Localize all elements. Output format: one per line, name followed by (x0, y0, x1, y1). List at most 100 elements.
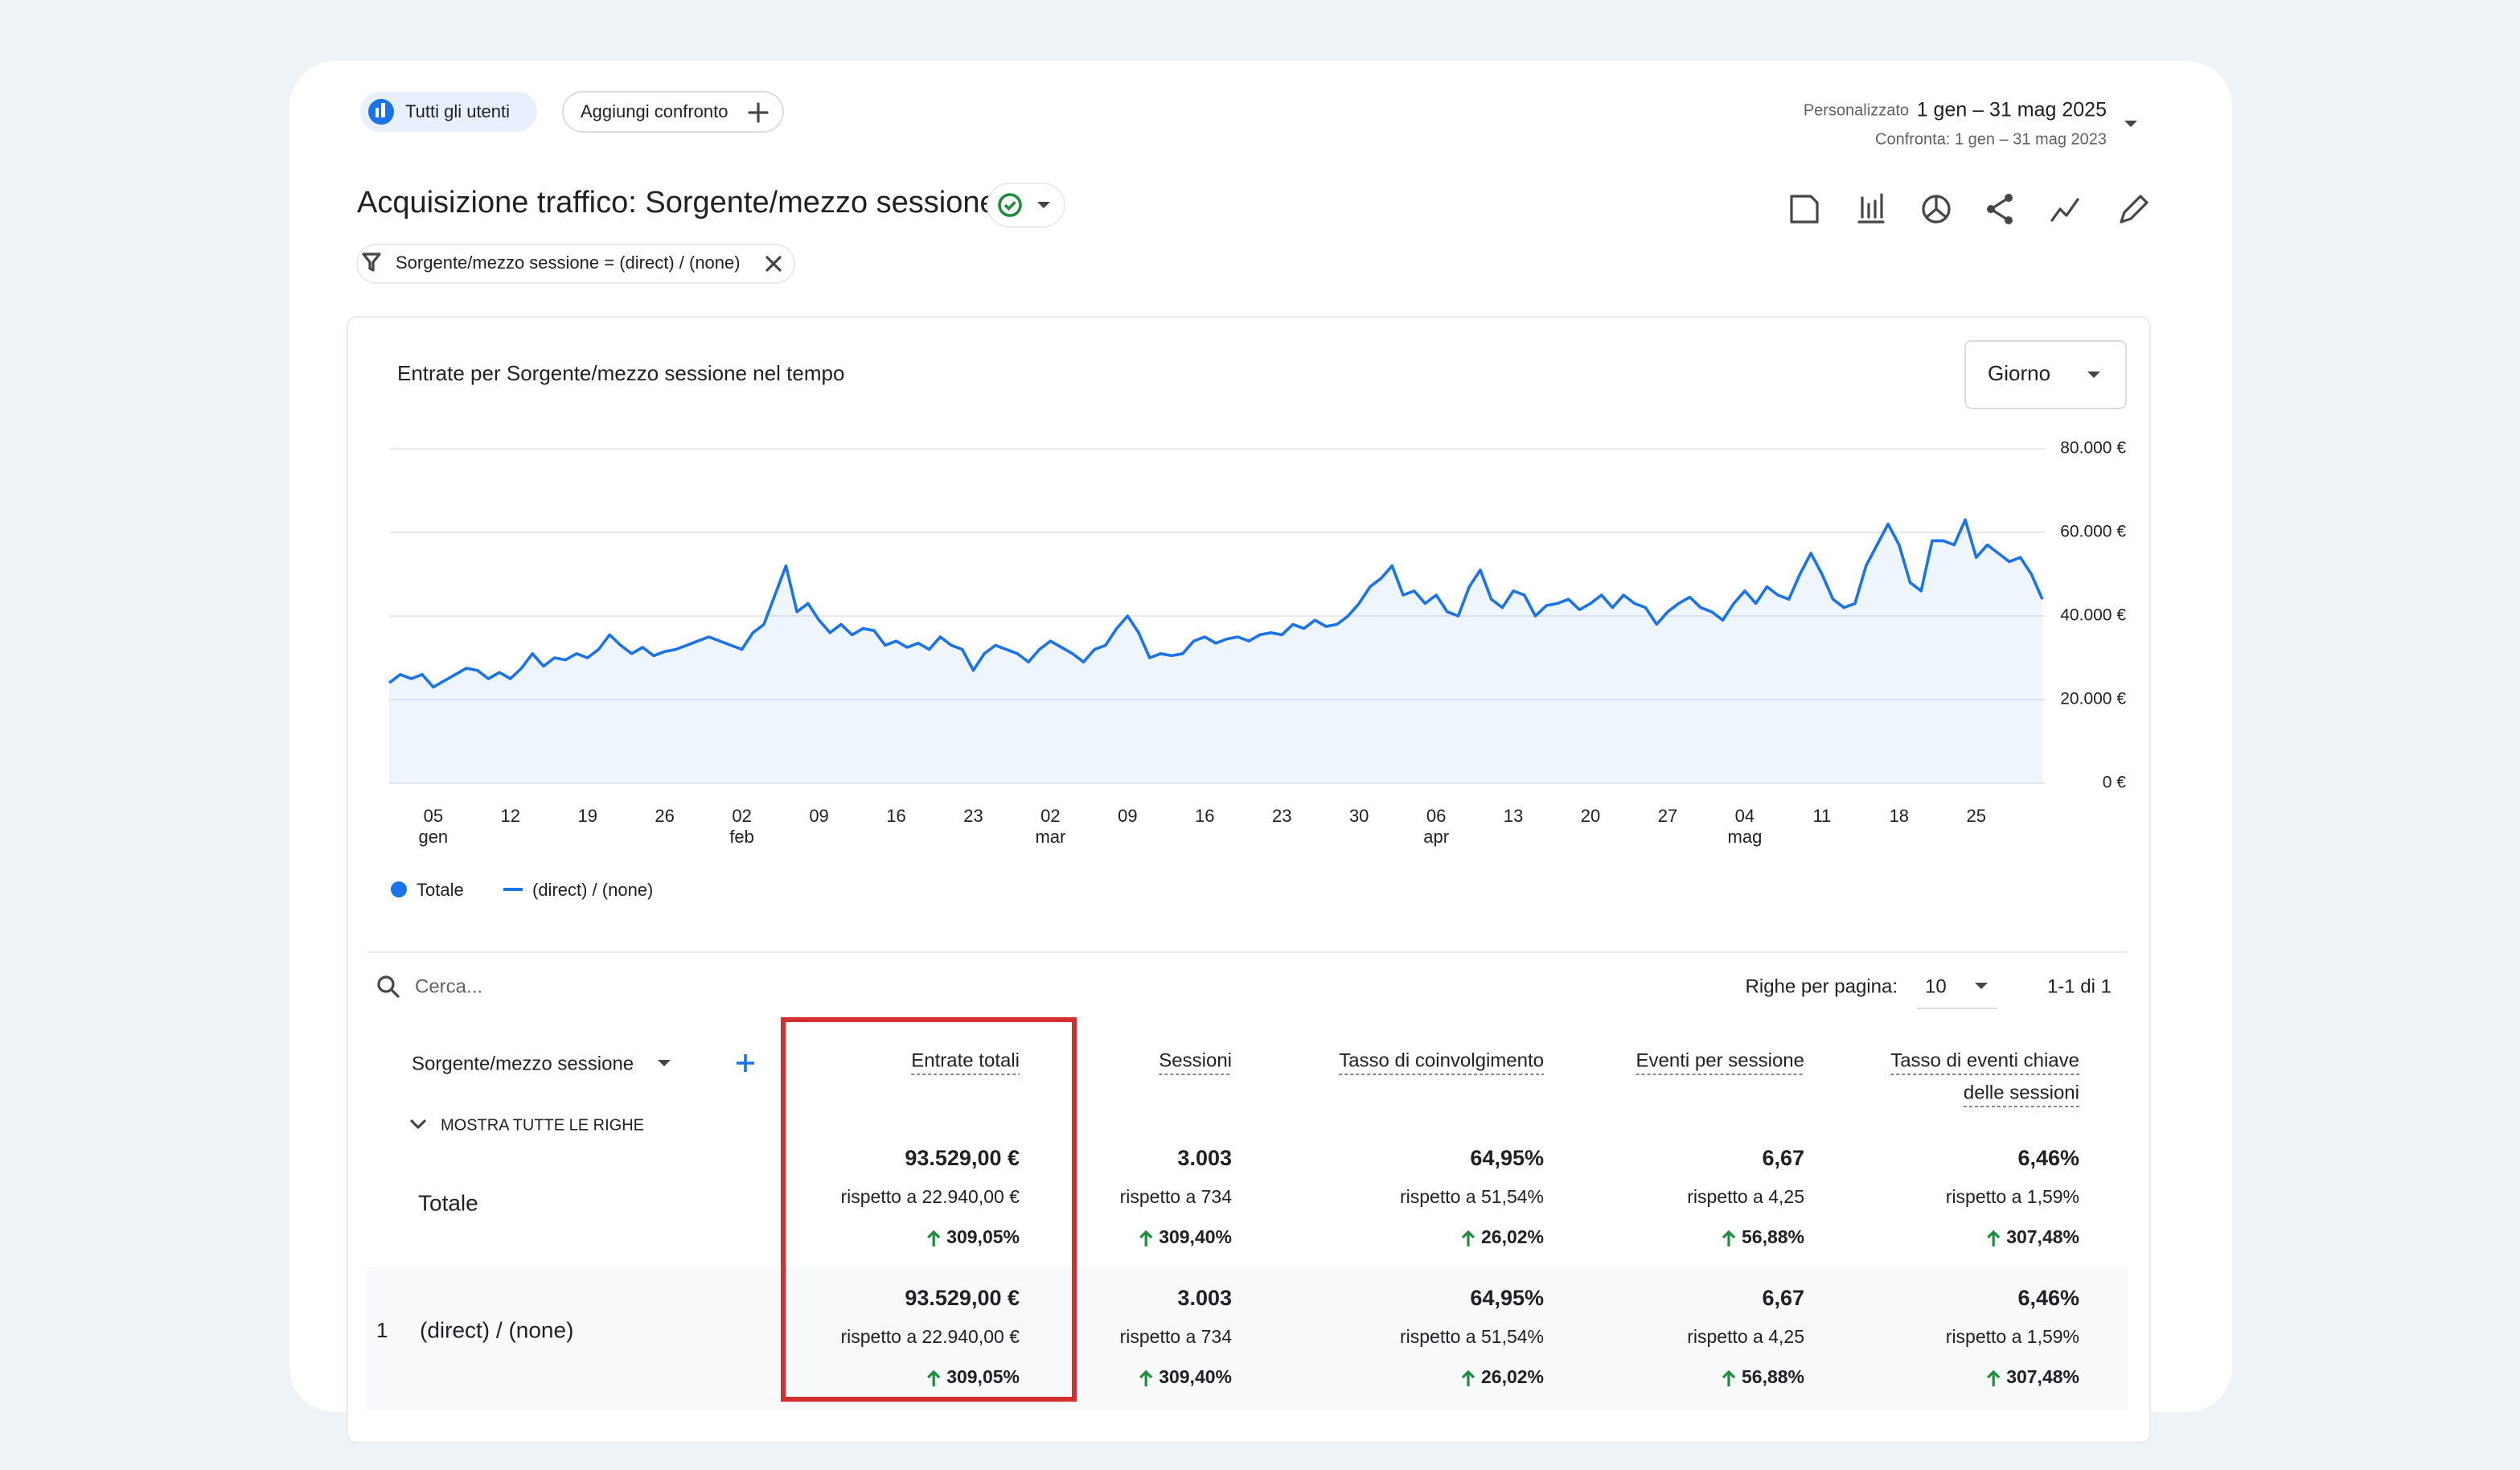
cell-value: 6,67 (1762, 1286, 1804, 1310)
cell-compare: rispetto a 734 (1120, 1326, 1233, 1347)
area (389, 519, 2042, 783)
line (388, 518, 2044, 689)
remove-filter-icon[interactable] (765, 256, 782, 272)
pagination: 1-1 di 1 (2047, 975, 2112, 997)
delta-arrow (1139, 1369, 1153, 1386)
cell-compare: rispetto a 4,25 (1687, 1186, 1804, 1207)
segment-chip[interactable] (360, 92, 537, 132)
y-tick-label: 80.000 € (2060, 439, 2126, 458)
dropdown-arrow[interactable] (658, 1060, 671, 1066)
cell-value: 3.003 (1177, 1146, 1232, 1170)
cell-delta: 56,88% (1742, 1366, 1804, 1387)
x-tick-label: 09 (1118, 806, 1137, 826)
x-tick-label: 26 (655, 806, 674, 826)
delta-arrow (1139, 1230, 1153, 1246)
x-tick-label: 20 (1581, 806, 1600, 826)
compare-label: Aggiungi confronto (581, 101, 728, 121)
search-icon-handle (390, 988, 400, 998)
x-tick-label: 25 (1967, 806, 1986, 826)
cell-delta: 26,02% (1481, 1226, 1544, 1247)
delta-arrow (1987, 1369, 2001, 1386)
column-header[interactable]: delle sessioni (1964, 1082, 2079, 1103)
compare-range: Confronta: 1 gen – 31 mag 2023 (1875, 130, 2107, 148)
cell-compare: rispetto a 51,54% (1400, 1186, 1544, 1207)
column-header[interactable]: Tasso di coinvolgimento (1339, 1049, 1544, 1071)
cell-value: 6,46% (2017, 1146, 2079, 1170)
x-tick-label: 12 (501, 806, 520, 826)
cell-delta: 56,88% (1742, 1226, 1804, 1247)
cell-delta: 309,40% (1159, 1226, 1232, 1247)
cell-compare: rispetto a 22.940,00 € (841, 1186, 1020, 1207)
delta-arrow (927, 1369, 941, 1386)
compare-chip[interactable] (562, 91, 784, 133)
dimension-header[interactable]: Sorgente/mezzo sessione (412, 1053, 634, 1074)
cell-value: 64,95% (1470, 1286, 1544, 1310)
show-all-rows[interactable]: MOSTRA TUTTE LE RIGHE (441, 1116, 644, 1134)
search-icon (377, 975, 395, 993)
x-tick-label: 13 (1504, 806, 1523, 826)
x-tick-label: 23 (1272, 806, 1291, 826)
x-tick-label: 23 (963, 806, 983, 826)
total-label: Totale (418, 1190, 478, 1215)
table: Entrate totali Sessioni Tasso di coinvolgi… (376, 1049, 2079, 1387)
cell-compare: rispetto a 734 (1120, 1186, 1233, 1207)
explore-lines (1925, 195, 1947, 219)
cell-delta: 307,48% (2006, 1366, 2079, 1387)
dropdown-arrow[interactable] (2124, 121, 2137, 127)
cell-value: 6,67 (1762, 1146, 1804, 1170)
cell-compare: rispetto a 51,54% (1400, 1326, 1544, 1347)
granularity-label: Giorno (1988, 361, 2050, 385)
cell-compare: rispetto a 22.940,00 € (841, 1326, 1020, 1347)
cell-compare: rispetto a 4,25 (1687, 1326, 1804, 1347)
x-tick-label: 09 (809, 806, 828, 826)
anomaly-icon[interactable] (2050, 198, 2079, 222)
column-header[interactable]: Eventi per sessione (1636, 1049, 1804, 1071)
x-tick-label: 19 (577, 806, 597, 826)
x-tick-label: 04 (1735, 806, 1755, 826)
date-range[interactable]: 1 gen – 31 mag 2025 (1917, 99, 2107, 121)
cell-delta: 307,48% (2006, 1226, 2079, 1247)
segment-label: Tutti gli utenti (405, 101, 510, 121)
cell-value: 93.529,00 € (905, 1286, 1020, 1310)
search-input[interactable]: Cerca... (415, 975, 482, 997)
share-dot (2005, 194, 2013, 202)
add-dimension-icon[interactable] (737, 1054, 754, 1072)
column-header[interactable]: Entrate totali (911, 1049, 1020, 1071)
delta-arrow (1722, 1369, 1736, 1386)
plot: 0 € 20.000 € 40.000 € 60.000 € 80.000 € 05gen… (388, 439, 2126, 900)
x-tick-sublabel: feb (729, 827, 754, 847)
filter-chip[interactable] (356, 244, 795, 284)
segment-icon-bar (376, 108, 379, 117)
insights-icon[interactable] (1857, 193, 1885, 224)
rows-select[interactable]: 10 (1925, 975, 1947, 997)
delta-arrow (1987, 1230, 2001, 1246)
plus-icon (748, 102, 769, 123)
x-tick-label: 16 (886, 806, 905, 826)
edit-icon[interactable] (2120, 195, 2149, 224)
delta-arrow (927, 1230, 941, 1246)
check-mark (1003, 201, 1016, 211)
compare-icon[interactable] (1790, 195, 1819, 224)
chevron-icon[interactable] (410, 1119, 426, 1129)
dropdown-arrow[interactable] (1975, 983, 1988, 989)
x-tick-label: 27 (1658, 806, 1677, 826)
filter-icon (362, 253, 381, 272)
x-tick-sublabel: mag (1728, 827, 1763, 847)
column-header[interactable]: Sessioni (1159, 1049, 1232, 1071)
cell-value: 64,95% (1470, 1146, 1544, 1170)
cell-delta: 309,05% (946, 1226, 1020, 1247)
x-tick-sublabel: mar (1035, 827, 1065, 847)
cell-value: 3.003 (1177, 1286, 1232, 1310)
column-header[interactable]: Tasso di eventi chiave (1890, 1049, 2079, 1071)
x-tick-label: 05 (424, 806, 443, 826)
report-card (347, 316, 2151, 1443)
rows-label: Righe per pagina: (1746, 975, 1898, 997)
dropdown-arrow (2087, 372, 2100, 378)
cell-compare: rispetto a 1,59% (1946, 1186, 2079, 1207)
y-tick-label: 20.000 € (2060, 690, 2126, 708)
dropdown-arrow (1037, 202, 1050, 208)
page-title: Acquisizione traffico: Sorgente/mezzo se… (357, 186, 997, 220)
segment-icon-bar (381, 103, 385, 117)
granularity-select[interactable] (1964, 340, 2127, 409)
